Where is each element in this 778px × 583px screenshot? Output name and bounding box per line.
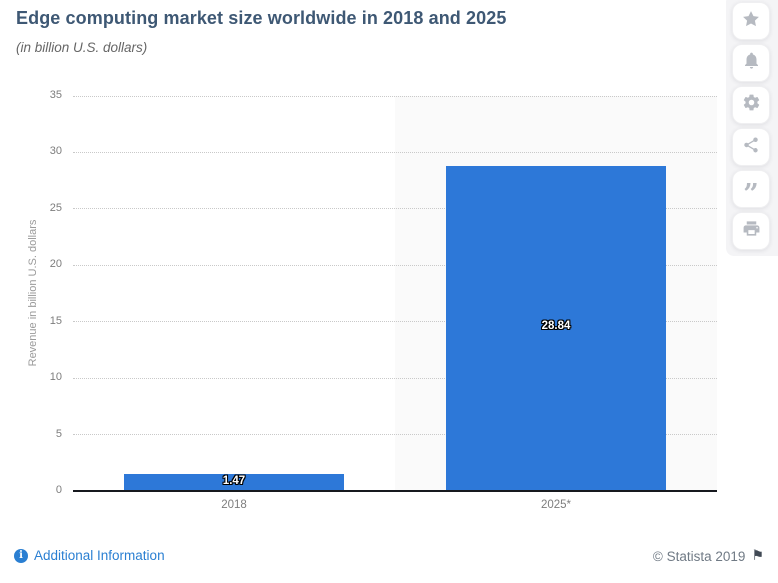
- y-axis-tick-label: 10: [49, 371, 62, 384]
- x-axis-label: 2025*: [540, 499, 572, 511]
- x-axis-line: [73, 490, 717, 492]
- page-subtitle: (in billion U.S. dollars): [16, 40, 148, 55]
- y-axis-tick-label: 20: [49, 258, 62, 271]
- bar-2018[interactable]: [124, 474, 344, 491]
- y-axis-tick-label: 5: [55, 427, 62, 440]
- report-flag-icon[interactable]: ⚑: [751, 548, 764, 564]
- x-axis-label: 2018: [221, 499, 247, 511]
- share-button[interactable]: [732, 128, 770, 166]
- share-icon: [742, 136, 760, 159]
- y-axis-tick-label: 15: [49, 314, 62, 327]
- print-button[interactable]: [732, 212, 770, 250]
- gridline: [73, 95, 717, 97]
- printer-icon: [742, 219, 761, 243]
- y-axis-title: Revenue in billion U.S. dollars: [27, 219, 39, 367]
- y-axis-tick-label: 35: [49, 89, 62, 101]
- page-title: Edge computing market size worldwide in …: [16, 8, 507, 28]
- gridline: [73, 321, 717, 323]
- y-axis-tick-label: 0: [55, 484, 62, 496]
- bell-icon: [742, 51, 761, 75]
- y-axis-tick-label: 30: [49, 145, 62, 158]
- gridline: [73, 377, 717, 379]
- star-icon: [741, 9, 761, 34]
- bar-value-label: 28.84: [541, 320, 571, 333]
- y-axis-tick-label: 25: [49, 201, 62, 214]
- info-icon: i: [14, 548, 28, 563]
- gridline: [73, 434, 717, 436]
- notifications-button[interactable]: [732, 44, 770, 82]
- copyright-notice: © Statista 2019 ⚑: [653, 548, 764, 564]
- gridline: [73, 264, 717, 266]
- additional-information-link[interactable]: i Additional Information: [14, 548, 165, 563]
- bar-value-label: 1.47: [222, 474, 246, 487]
- toolbar: ”: [732, 2, 770, 254]
- additional-information-label: Additional Information: [34, 548, 165, 563]
- settings-button[interactable]: [732, 86, 770, 124]
- bar-2025*[interactable]: [446, 165, 666, 491]
- copyright-text: © Statista 2019: [652, 548, 746, 564]
- gear-icon: [742, 93, 761, 117]
- gridline: [73, 151, 717, 153]
- favorite-button[interactable]: [732, 2, 770, 40]
- cite-button[interactable]: ”: [732, 170, 770, 208]
- gridline: [73, 208, 717, 210]
